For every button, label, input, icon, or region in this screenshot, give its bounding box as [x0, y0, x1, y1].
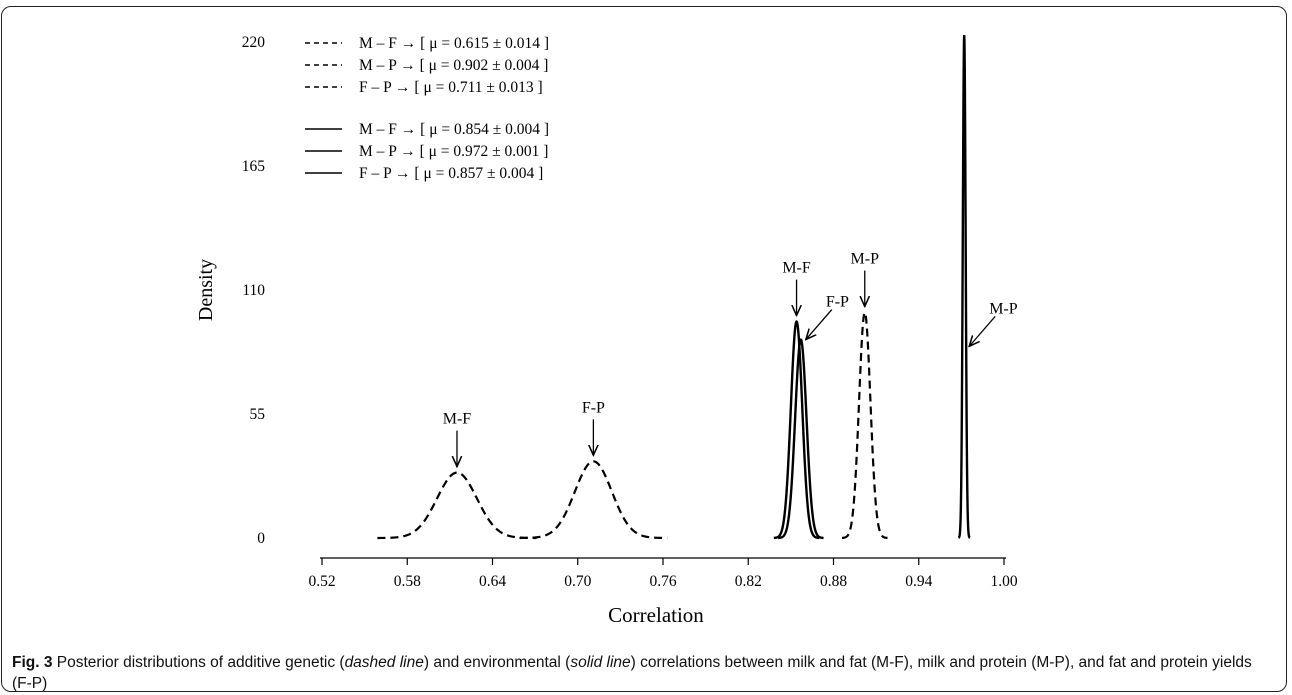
annotation-label-0: M-F: [443, 411, 472, 428]
y-axis-label: Density: [195, 259, 217, 321]
legend-label-1: M – P → [ μ = 0.902 ± 0.004 ]: [359, 57, 548, 74]
caption-text-2: ) and environmental (: [423, 654, 571, 671]
x-tick-label: 0.76: [649, 573, 676, 590]
caption-text-1: Posterior distributions of additive gene…: [52, 654, 345, 671]
annotation-label-2: M-F: [782, 260, 811, 277]
genetic-curve-2: [519, 460, 668, 540]
annotation-arrow-5: [969, 315, 996, 346]
annotation-label-1: F-P: [582, 399, 605, 416]
x-tick-label: 0.82: [735, 573, 762, 590]
legend-label-2: F – P → [ μ = 0.711 ± 0.013 ]: [359, 79, 543, 96]
annotation-label-4: M-P: [851, 251, 880, 268]
x-axis-label: Correlation: [608, 603, 704, 627]
annotation-arrow-3: [806, 309, 833, 340]
caption-figure-label: Fig. 3: [12, 654, 53, 671]
environmental-curve-3: [773, 320, 820, 540]
figure-frame: 0.52 0.58 0.64 0.70 0.76 0.82 0.88 0.94 1.00 0 55 1…: [1, 6, 1287, 692]
legend-label-3: M – F → [ μ = 0.854 ± 0.004 ]: [359, 121, 549, 138]
x-tick-label: 1.00: [990, 573, 1017, 590]
y-tick-label: 110: [242, 282, 265, 299]
environmental-curve-4: [957, 35, 971, 539]
genetic-curve-0: [377, 471, 537, 540]
environmental-curve-5: [778, 338, 824, 540]
y-tick-label: 0: [257, 530, 265, 547]
x-tick-label: 0.94: [905, 573, 932, 590]
figure-caption: Fig. 3 Posterior distributions of additi…: [12, 652, 1272, 694]
annotation-label-5: M-P: [989, 300, 1018, 317]
x-tick-label: 0.52: [308, 573, 335, 590]
y-tick-label: 55: [250, 406, 266, 423]
y-tick-label: 165: [242, 158, 266, 175]
legend-label-0: M – F → [ μ = 0.615 ± 0.014 ]: [359, 35, 549, 52]
legend-label-5: F – P → [ μ = 0.857 ± 0.004 ]: [359, 165, 543, 182]
x-tick-label: 0.70: [564, 573, 591, 590]
caption-text-3: ) correlations between milk and fat (M-F…: [12, 654, 1252, 692]
x-tick-label: 0.88: [820, 573, 847, 590]
annotation-label-3: F-P: [826, 294, 849, 311]
y-tick-label: 220: [242, 34, 266, 51]
caption-solid-term: solid line: [570, 654, 631, 671]
caption-dashed-term: dashed line: [344, 654, 424, 671]
chart: 0.52 0.58 0.64 0.70 0.76 0.82 0.88 0.94 1.00 0 55 1…: [195, 34, 1018, 627]
genetic-curve-1: [841, 311, 888, 540]
x-tick-label: 0.64: [479, 573, 506, 590]
legend-label-4: M – P → [ μ = 0.972 ± 0.001 ]: [359, 143, 548, 160]
x-tick-label: 0.58: [394, 573, 421, 590]
